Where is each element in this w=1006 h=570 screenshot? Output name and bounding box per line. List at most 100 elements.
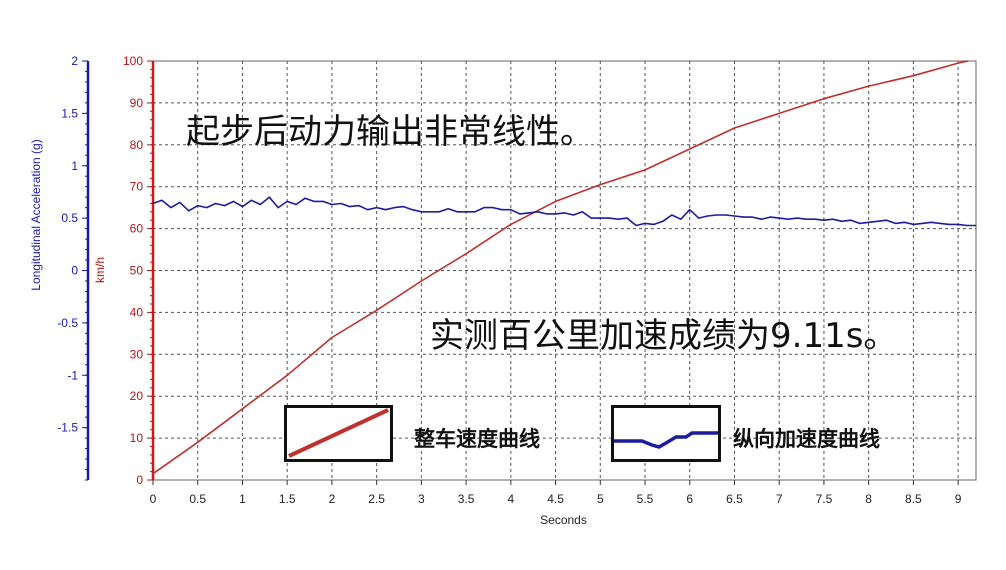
axis-labels: Seconds Longitudinal Acceleration (g) km/h [29, 139, 587, 527]
x-tick-label: 4.5 [547, 492, 564, 506]
g-tick-label: 1 [71, 159, 78, 173]
g-tick-label: -1.5 [57, 421, 78, 435]
legend-accel-swatch [611, 405, 721, 462]
acceleration-data-point [563, 212, 566, 214]
acceleration-data-point [402, 206, 405, 208]
acceleration-data-point [554, 213, 557, 215]
acceleration-data-point [957, 223, 959, 226]
acceleration-data-point [474, 211, 476, 213]
g-tick-label: -1 [67, 368, 78, 382]
acceleration-data-point [939, 222, 941, 224]
annotation-top: 起步后动力输出非常线性。 [186, 112, 594, 152]
acceleration-data-point [832, 218, 834, 220]
acceleration-data-point [161, 199, 163, 201]
kmh-tick-label: 0 [136, 473, 143, 487]
x-tick-label: 6 [686, 492, 693, 506]
acceleration-data-point [215, 202, 217, 205]
x-tick-label: 7.5 [816, 492, 833, 506]
acceleration-data-point [715, 214, 718, 216]
acceleration-data-point [411, 209, 414, 211]
acceleration-data-point [671, 214, 673, 216]
acceleration-data-point [152, 202, 154, 205]
acceleration-data-point [358, 204, 360, 207]
speed-data-point [778, 112, 780, 114]
speed-data-point [733, 127, 736, 129]
speed-data-point [465, 253, 467, 255]
series-layer [152, 60, 977, 475]
speed-data-point [599, 184, 601, 186]
acceleration-data-point [617, 218, 619, 220]
legend-speed-swatch [284, 405, 393, 462]
acceleration-data-point [769, 216, 771, 218]
x-tick-label: 0 [150, 492, 157, 506]
kmh-tick-label: 20 [130, 389, 144, 403]
speed-data-point [376, 309, 378, 311]
acceleration-data-point [179, 201, 181, 204]
acceleration-data-point [733, 215, 736, 217]
x-tick-label: 9 [955, 492, 962, 506]
acceleration-data-point [626, 217, 628, 219]
g-tick-label: 0 [71, 264, 78, 278]
acceleration-data-point [724, 214, 727, 216]
x-tick-label: 0.5 [189, 492, 206, 506]
acceleration-data-point [447, 208, 449, 210]
x-tick-label: 1.5 [279, 492, 296, 506]
speed-data-point [823, 98, 825, 100]
speed-data-point [420, 280, 422, 282]
acceleration-data-point [921, 222, 923, 224]
acceleration-data-point [581, 211, 583, 213]
speed-data-point [689, 148, 691, 150]
x-tick-label: 8 [865, 492, 872, 506]
annotation-middle: 实测百公里加速成绩为9.11s。 [430, 316, 898, 356]
acceleration-data-point [304, 197, 306, 199]
acceleration-data-point [492, 207, 494, 209]
acceleration-data-point [232, 200, 235, 202]
speed-data-point [957, 62, 959, 64]
speed-data-point [241, 408, 244, 410]
speed-data-point [554, 200, 557, 202]
acceleration-data-point [197, 204, 199, 207]
acceleration-data-point [841, 220, 843, 222]
acceleration-data-point [885, 219, 888, 221]
acceleration-data-point [975, 224, 977, 227]
kmh-tick-label: 70 [130, 180, 144, 194]
acceleration-data-point [572, 214, 575, 216]
acceleration-data-point [608, 217, 610, 219]
acceleration-data-point [519, 213, 521, 215]
acceleration-data-point [170, 207, 172, 209]
acceleration-data-point [340, 202, 342, 205]
acceleration-data-point [241, 206, 244, 208]
acceleration-data-point [510, 209, 512, 211]
acceleration-data-point [868, 221, 870, 223]
kmh-tick-label: 90 [130, 96, 144, 110]
x-tick-label: 4 [507, 492, 514, 506]
axes: 0 0.5 1 1.5 2 2.5 3 3.5 4 4.5 5 5.5 6 6.5 7 7.5 8 8.5 9010… [57, 54, 961, 506]
acceleration-data-point [876, 220, 879, 222]
kmh-tick-label: 30 [130, 347, 144, 361]
acceleration-data-point [259, 203, 261, 206]
acceleration-data-point [859, 222, 861, 224]
speed-data-point [510, 223, 512, 226]
x-axis-label: Seconds [540, 513, 587, 527]
g-tick-label: -0.5 [57, 316, 78, 330]
kmh-tick-label: 60 [130, 222, 144, 236]
x-tick-label: 3.5 [458, 492, 475, 506]
acceleration-data-point [313, 200, 315, 202]
acceleration-data-point [376, 207, 378, 209]
acceleration-data-point [528, 212, 530, 214]
x-tick-label: 6.5 [726, 492, 743, 506]
acceleration-data-point [662, 220, 664, 222]
speed-data-point [912, 75, 914, 77]
acceleration-data-point [546, 213, 548, 215]
speed-data-point [644, 169, 646, 171]
acceleration-data-point [751, 216, 753, 218]
acceleration-data-point [277, 207, 279, 209]
speed-series-line [152, 60, 969, 475]
kmh-tick-label: 100 [123, 54, 143, 68]
acceleration-data-point [850, 219, 852, 221]
acceleration-data-point [787, 218, 789, 220]
acceleration-data-point [698, 217, 700, 219]
acceleration-data-point [778, 217, 780, 219]
acceleration-data-point [814, 218, 816, 220]
